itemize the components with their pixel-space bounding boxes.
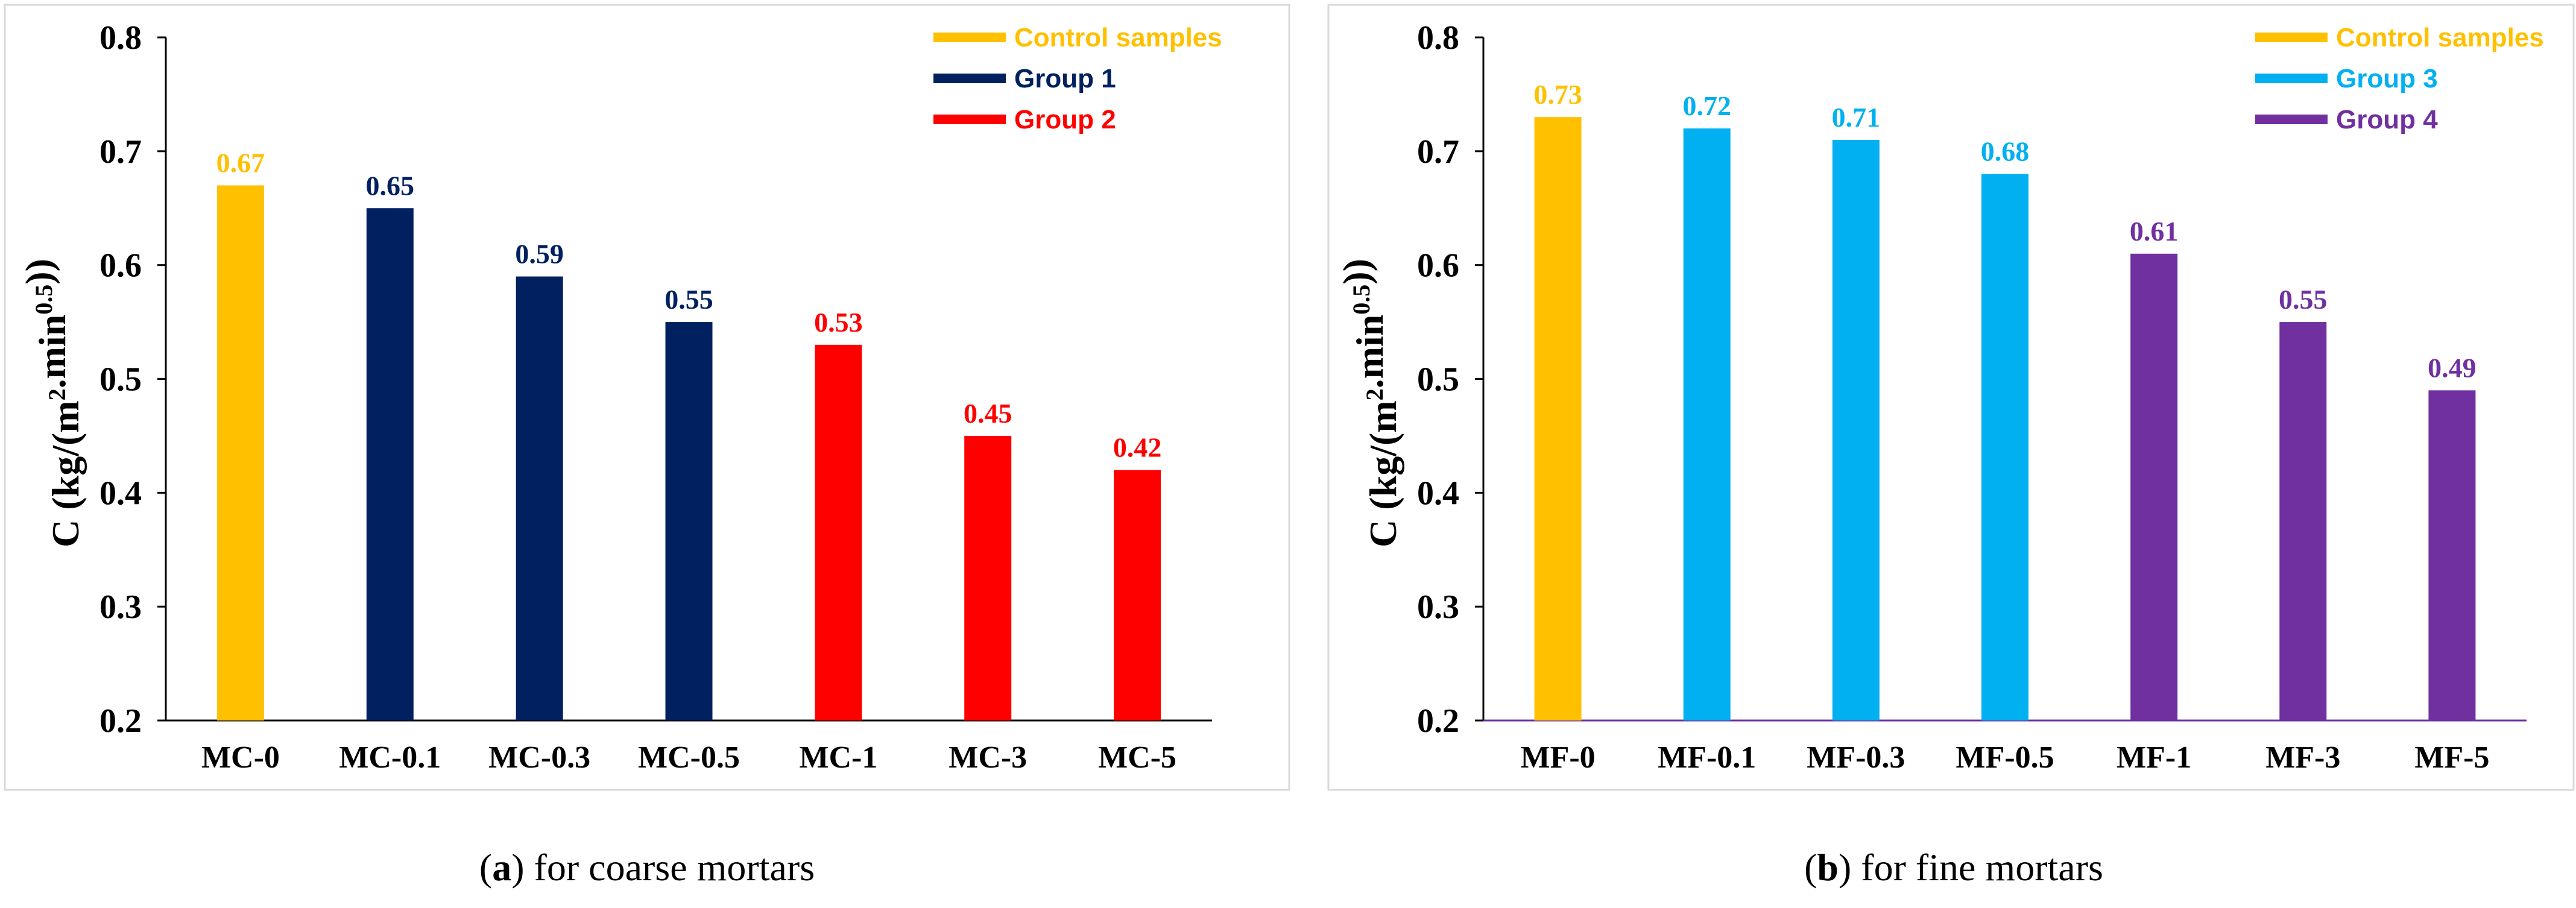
y-axis-label: C (kg/(m2.min0.5)) — [17, 259, 87, 547]
bar-MC-0.5 — [665, 322, 713, 720]
bar-MF-5 — [2428, 390, 2476, 720]
caption-panel-letter: a — [492, 846, 511, 889]
legend-label-1: Control samples — [1014, 23, 1222, 52]
y-tick-label: 0.2 — [1417, 702, 1459, 740]
bar-MC-3 — [964, 435, 1012, 720]
y-tick-label: 0.4 — [99, 474, 142, 512]
caption-open-paren: ( — [1804, 846, 1817, 889]
bar-MC-5 — [1114, 470, 1161, 720]
bar-MF-0 — [1534, 117, 1582, 720]
bar-MF-0.5 — [1981, 174, 2028, 721]
x-tick-label-MF-0: MF-0 — [1520, 740, 1595, 775]
bar-MF-3 — [2279, 322, 2327, 720]
data-label-MC-1: 0.53 — [814, 307, 863, 338]
x-tick-label-MF-0.5: MF-0.5 — [1956, 740, 2054, 775]
y-tick-label: 0.3 — [99, 588, 142, 626]
legend-label-2: Group 1 — [1014, 64, 1116, 93]
y-axis-label-superscript: 2 — [43, 388, 71, 400]
bar-MF-1 — [2130, 253, 2178, 720]
y-tick-label: 0.3 — [1417, 588, 1459, 626]
x-tick-label-MF-1: MF-1 — [2117, 740, 2191, 775]
x-tick-label-MC-0.5: MC-0.5 — [638, 740, 740, 775]
x-tick-label-MC-5: MC-5 — [1098, 740, 1176, 775]
legend-label-2: Group 3 — [2336, 64, 2438, 93]
data-label-MF-0.3: 0.71 — [1832, 102, 1881, 133]
bar-MC-1 — [815, 344, 862, 720]
x-tick-label-MC-0.3: MC-0.3 — [488, 740, 590, 775]
y-axis-label-part: )) — [1335, 259, 1378, 285]
bar-MF-0.1 — [1683, 128, 1731, 721]
data-label-MC-0.1: 0.65 — [366, 170, 415, 201]
caption-panel-letter: b — [1817, 846, 1839, 889]
data-label-MC-0.5: 0.55 — [665, 284, 713, 315]
y-axis-label-superscript: 0.5 — [1348, 285, 1375, 315]
y-tick-label: 0.5 — [99, 361, 142, 399]
data-label-MF-0.5: 0.68 — [1981, 136, 2030, 167]
panel-border-a — [4, 4, 1290, 791]
caption-b: (b) for fine mortars — [1804, 846, 2103, 889]
y-tick-label: 0.6 — [99, 247, 142, 285]
x-tick-label-MC-1: MC-1 — [799, 740, 877, 775]
x-tick-label-MC-0: MC-0 — [201, 740, 280, 775]
y-tick-label: 0.4 — [1417, 474, 1459, 512]
chart-panel-b: 0.20.30.40.50.60.70.8C (kg/(m2.min0.5))0… — [1327, 4, 2575, 889]
panel-border-b — [1327, 4, 2575, 791]
data-label-MC-3: 0.45 — [964, 398, 1012, 429]
data-label-MF-0: 0.73 — [1533, 79, 1582, 110]
y-tick-label: 0.5 — [1417, 361, 1459, 399]
y-axis-label-part: )) — [17, 259, 60, 285]
legend-label-1: Control samples — [2336, 23, 2544, 52]
caption-a: (a) for coarse mortars — [479, 846, 815, 889]
bar-MC-0.3 — [516, 276, 563, 720]
x-tick-label-MC-3: MC-3 — [949, 740, 1027, 775]
y-axis-label-part: C (kg/(m — [1362, 400, 1404, 547]
legend-label-3: Group 2 — [1014, 105, 1116, 134]
caption-open-paren: ( — [479, 846, 492, 889]
bar-MC-0.1 — [366, 208, 414, 720]
x-tick-label-MF-0.1: MF-0.1 — [1658, 740, 1756, 775]
caption-close-paren: ) — [1839, 846, 1851, 889]
data-label-MF-1: 0.61 — [2130, 216, 2179, 247]
y-axis-label-part: .min — [1348, 315, 1391, 389]
data-label-MF-0.1: 0.72 — [1682, 90, 1731, 121]
y-tick-label: 0.6 — [1417, 247, 1459, 285]
y-tick-label: 0.8 — [99, 19, 142, 57]
x-tick-label-MF-3: MF-3 — [2265, 740, 2340, 775]
data-label-MC-5: 0.42 — [1113, 432, 1162, 463]
data-label-MF-5: 0.49 — [2428, 352, 2477, 383]
data-label-MF-3: 0.55 — [2279, 284, 2328, 315]
caption-close-paren: ) — [511, 846, 524, 889]
caption-text: for fine mortars — [1851, 846, 2103, 889]
chart-panel-a: 0.20.30.40.50.60.70.8C (kg/(m2.min0.5))0… — [4, 4, 1290, 889]
y-axis-label-superscript: 0.5 — [30, 285, 57, 315]
y-tick-label: 0.7 — [99, 133, 142, 171]
x-tick-label-MF-5: MF-5 — [2414, 740, 2489, 775]
y-tick-label: 0.8 — [1417, 19, 1459, 57]
bar-MF-0.3 — [1832, 139, 1880, 720]
y-axis-label: C (kg/(m2.min0.5)) — [1335, 259, 1404, 547]
x-tick-label-MF-0.3: MF-0.3 — [1807, 740, 1905, 775]
data-label-MC-0.3: 0.59 — [515, 239, 564, 270]
y-axis-label-superscript: 2 — [1361, 388, 1388, 400]
data-label-MC-0: 0.67 — [216, 147, 265, 178]
y-axis-label-part: .min — [31, 315, 74, 389]
legend-label-3: Group 4 — [2336, 105, 2438, 134]
caption-text: for coarse mortars — [525, 846, 815, 889]
y-axis-label-part: C (kg/(m — [44, 400, 87, 547]
y-tick-label: 0.2 — [99, 702, 142, 740]
y-tick-label: 0.7 — [1417, 133, 1459, 171]
x-tick-label-MC-0.1: MC-0.1 — [339, 740, 441, 775]
bar-MC-0 — [216, 185, 264, 720]
